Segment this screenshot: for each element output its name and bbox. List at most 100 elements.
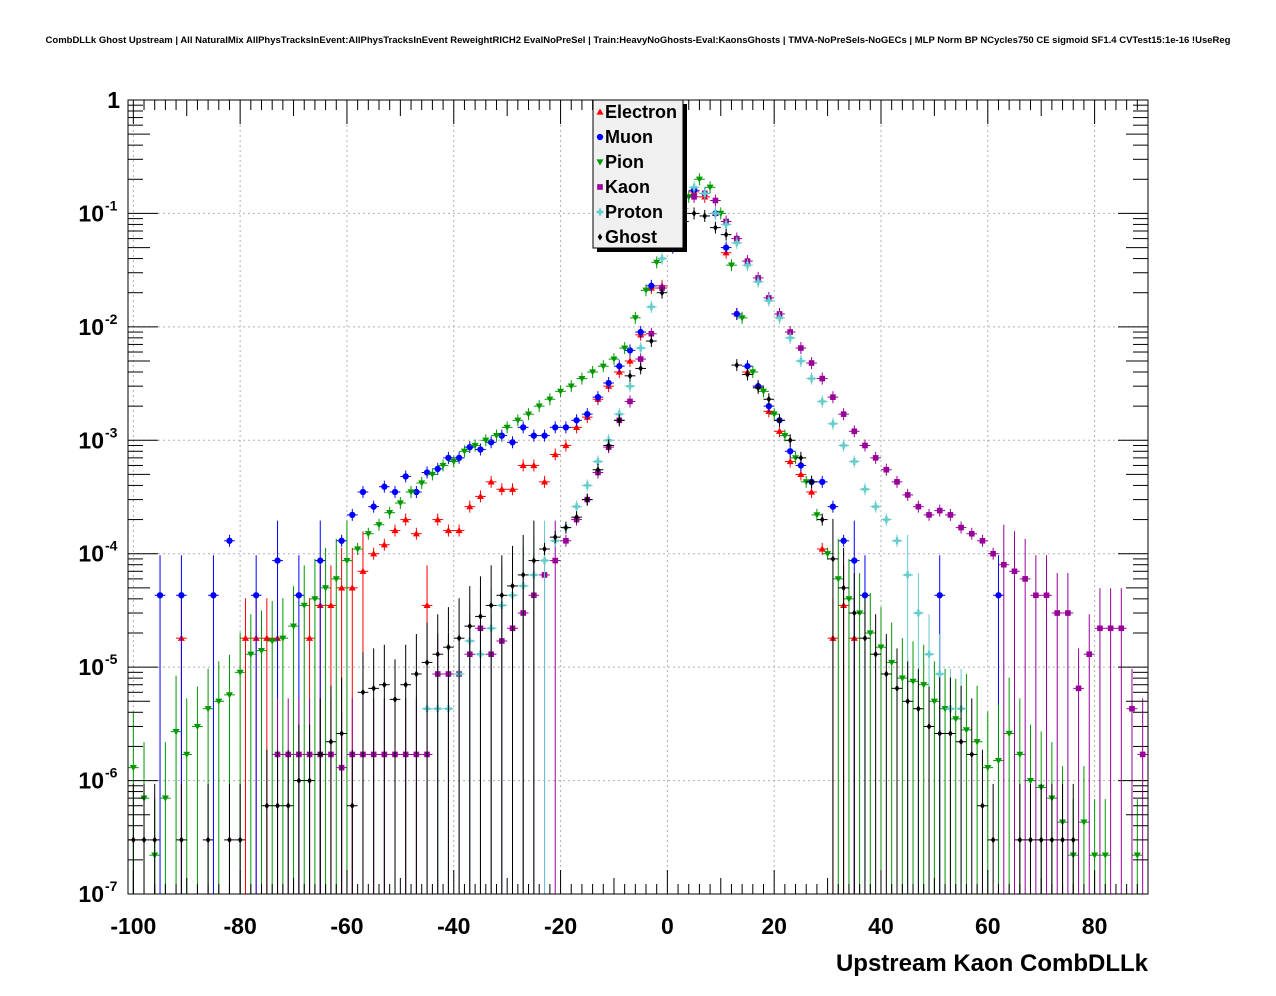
data-point xyxy=(914,609,922,617)
legend-label-muon: Muon xyxy=(605,127,653,147)
data-point xyxy=(542,545,547,553)
data-point xyxy=(236,669,244,676)
data-series xyxy=(128,173,1148,894)
data-point xyxy=(396,500,404,507)
data-point xyxy=(1133,852,1141,859)
data-point xyxy=(444,527,452,534)
data-point xyxy=(476,492,484,500)
data-point xyxy=(467,622,473,630)
data-point xyxy=(733,239,741,247)
data-point xyxy=(1118,625,1125,632)
data-point xyxy=(1049,836,1055,844)
data-point xyxy=(787,436,793,444)
legend-marker-pion xyxy=(596,159,604,166)
data-point xyxy=(178,592,185,599)
data-point xyxy=(866,630,874,637)
data-point xyxy=(285,802,291,810)
data-point xyxy=(311,596,319,603)
data-point xyxy=(808,488,816,495)
data-point xyxy=(573,503,581,511)
data-point xyxy=(615,410,623,418)
data-point xyxy=(649,337,654,345)
data-point xyxy=(862,442,868,449)
y-tick-exponent: -5 xyxy=(105,651,118,667)
data-point xyxy=(435,650,441,658)
data-point xyxy=(829,503,837,510)
data-point xyxy=(1043,592,1050,599)
data-point xyxy=(364,531,372,538)
data-point xyxy=(840,537,847,544)
data-point xyxy=(733,310,740,318)
data-point xyxy=(749,369,757,376)
data-point xyxy=(947,512,954,518)
data-point xyxy=(460,448,468,455)
data-point xyxy=(936,592,943,599)
data-point xyxy=(583,481,591,489)
data-point xyxy=(183,751,191,758)
x-tick-label: 0 xyxy=(661,913,674,939)
data-point xyxy=(1022,576,1028,582)
data-point xyxy=(1080,819,1088,826)
data-point xyxy=(541,432,548,439)
data-point xyxy=(861,592,869,599)
data-point xyxy=(193,723,201,730)
data-point xyxy=(589,369,597,376)
data-point xyxy=(840,441,848,449)
data-point xyxy=(738,315,746,322)
data-point xyxy=(808,375,816,383)
data-point xyxy=(926,722,932,730)
data-point xyxy=(797,462,805,469)
data-point xyxy=(647,303,655,311)
data-point xyxy=(471,442,479,449)
data-point xyxy=(937,730,943,738)
data-point xyxy=(509,439,516,446)
data-point xyxy=(754,278,762,286)
data-point xyxy=(487,478,495,485)
data-point xyxy=(1091,852,1099,859)
data-point xyxy=(478,612,483,620)
data-point xyxy=(375,522,383,529)
y-tick-label: 1 xyxy=(107,87,120,113)
data-point xyxy=(552,533,558,541)
data-point xyxy=(531,557,537,565)
data-point xyxy=(380,541,388,548)
y-tick-label: 10 xyxy=(78,768,104,794)
data-point xyxy=(819,516,825,524)
data-point xyxy=(777,416,782,424)
data-point xyxy=(606,441,611,449)
data-point xyxy=(403,681,408,689)
data-point xyxy=(713,224,718,232)
data-point xyxy=(936,507,943,514)
data-point xyxy=(926,512,932,518)
data-point xyxy=(851,557,858,564)
data-point xyxy=(354,546,362,553)
data-point xyxy=(861,485,869,493)
y-tick-exponent: -7 xyxy=(105,878,118,894)
data-point xyxy=(1028,836,1033,844)
legend-label-pion: Pion xyxy=(605,152,644,172)
data-point xyxy=(770,411,778,418)
data-point xyxy=(370,503,377,510)
data-point xyxy=(275,802,280,810)
y-tick-label: 10 xyxy=(78,200,104,226)
legend-marker-kaon xyxy=(597,184,603,190)
data-point xyxy=(332,576,340,583)
data-point xyxy=(520,424,527,431)
data-point xyxy=(765,402,772,410)
data-point xyxy=(328,738,334,746)
data-point xyxy=(905,697,910,705)
y-tick-exponent: -1 xyxy=(105,197,118,213)
data-point xyxy=(744,363,751,370)
data-point xyxy=(722,244,730,251)
data-point xyxy=(541,557,549,565)
data-point xyxy=(776,314,784,322)
data-point xyxy=(916,705,921,713)
data-point xyxy=(499,591,505,599)
data-point xyxy=(1129,705,1135,712)
data-point xyxy=(567,383,575,390)
data-point xyxy=(226,537,233,544)
data-point xyxy=(781,432,789,440)
data-point xyxy=(851,428,858,435)
data-point xyxy=(584,496,590,504)
data-point xyxy=(621,345,629,352)
